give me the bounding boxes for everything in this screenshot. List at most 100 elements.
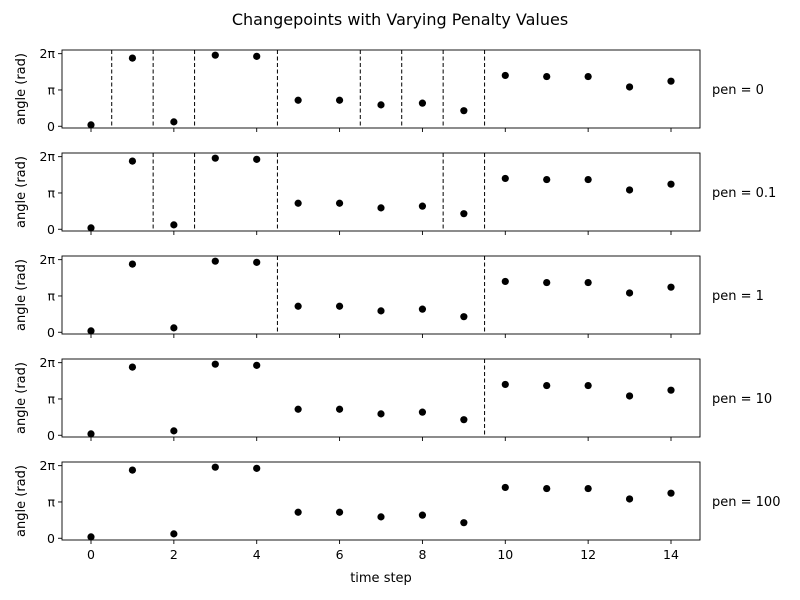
data-point	[211, 257, 219, 265]
y-tick-label: 0	[47, 222, 55, 237]
data-point	[377, 204, 385, 212]
x-tick-label: 14	[663, 547, 679, 562]
data-point	[501, 380, 509, 389]
data-point	[253, 258, 261, 266]
data-point	[294, 508, 302, 516]
panel-penalty-label: pen = 10	[712, 392, 772, 407]
data-point	[460, 519, 468, 527]
data-point	[460, 210, 468, 218]
data-point	[253, 52, 261, 60]
y-axis-label: angle (rad)	[14, 465, 29, 537]
data-point	[335, 405, 344, 413]
y-tick-label: 2π	[40, 355, 56, 370]
data-point	[543, 72, 551, 81]
panel-penalty-label: pen = 100	[712, 495, 780, 510]
data-point	[501, 277, 509, 286]
y-axis-label: angle (rad)	[14, 53, 29, 125]
data-point	[418, 305, 427, 313]
panel-2: 0 π 2π angle (rad) pen = 0.1	[14, 149, 776, 237]
data-point	[128, 157, 137, 165]
x-tick-label: 0	[87, 547, 95, 562]
data-point	[501, 483, 509, 492]
y-tick-label: 0	[47, 119, 55, 134]
data-point	[87, 430, 95, 438]
y-axis-label: angle (rad)	[14, 156, 29, 228]
data-point	[170, 118, 178, 126]
data-point	[253, 361, 261, 369]
panel-3: 0 π 2π angle (rad) pen = 1	[14, 252, 764, 340]
data-point	[253, 464, 261, 472]
data-point	[294, 405, 302, 413]
x-tick-label: 8	[418, 547, 426, 562]
panel-frame	[61, 358, 701, 438]
data-point	[667, 77, 675, 85]
y-axis-label: angle (rad)	[14, 259, 29, 331]
data-point	[294, 199, 302, 207]
y-tick-label: π	[47, 185, 55, 200]
data-point	[418, 99, 427, 107]
panel-penalty-label: pen = 0.1	[712, 186, 776, 201]
x-tick-label: 6	[336, 547, 344, 562]
data-point	[667, 283, 675, 291]
data-point	[335, 302, 344, 310]
data-point	[460, 416, 468, 424]
data-point	[501, 174, 509, 183]
figure-title: Changepoints with Varying Penalty Values	[231, 10, 569, 29]
data-point	[667, 386, 675, 394]
data-point	[418, 202, 427, 210]
data-point	[625, 495, 634, 503]
y-tick-label: 2π	[40, 46, 56, 61]
data-point	[335, 96, 344, 104]
data-point	[418, 408, 427, 416]
y-tick-label: π	[47, 391, 55, 406]
data-point	[377, 307, 385, 315]
data-point	[128, 466, 137, 474]
data-point	[584, 484, 592, 493]
data-point	[584, 381, 592, 390]
data-point	[377, 410, 385, 418]
x-tick-label: 12	[580, 547, 596, 562]
panel-4: 0 π 2π angle (rad) pen = 10	[14, 355, 772, 443]
data-point	[625, 289, 634, 297]
data-point	[543, 381, 551, 390]
y-tick-label: π	[47, 494, 55, 509]
data-point	[625, 83, 634, 91]
data-point	[170, 324, 178, 332]
data-point	[211, 154, 219, 162]
data-point	[625, 392, 634, 400]
data-point	[211, 51, 219, 59]
data-point	[377, 513, 385, 521]
data-point	[170, 530, 178, 538]
panel-5: 0 π 2π angle (rad) pen = 100 0 2 4 6 8 10 12 14 time …	[14, 458, 780, 586]
data-point	[543, 484, 551, 493]
y-tick-label: 2π	[40, 458, 56, 473]
panel-penalty-label: pen = 1	[712, 289, 764, 304]
data-point	[87, 533, 95, 541]
data-point	[253, 155, 261, 163]
data-point	[584, 72, 592, 81]
panel-frame	[61, 49, 701, 129]
data-point	[584, 175, 592, 184]
y-tick-label: 2π	[40, 252, 56, 267]
data-point	[294, 302, 302, 310]
data-point	[87, 121, 95, 129]
data-point	[335, 508, 344, 516]
data-point	[418, 511, 427, 519]
y-tick-label: 2π	[40, 149, 56, 164]
x-tick-label: 4	[253, 547, 261, 562]
panel-frame	[61, 461, 701, 541]
x-axis-label: time step	[350, 571, 412, 586]
data-point	[667, 489, 675, 497]
data-point	[501, 71, 509, 80]
data-point	[543, 278, 551, 287]
y-tick-label: 0	[47, 531, 55, 546]
data-point	[460, 313, 468, 321]
data-point	[584, 278, 592, 287]
data-point	[128, 54, 137, 62]
x-tick-label: 2	[170, 547, 178, 562]
data-point	[335, 199, 344, 207]
panel-frame	[61, 152, 701, 232]
data-point	[211, 360, 219, 368]
data-point	[170, 427, 178, 435]
